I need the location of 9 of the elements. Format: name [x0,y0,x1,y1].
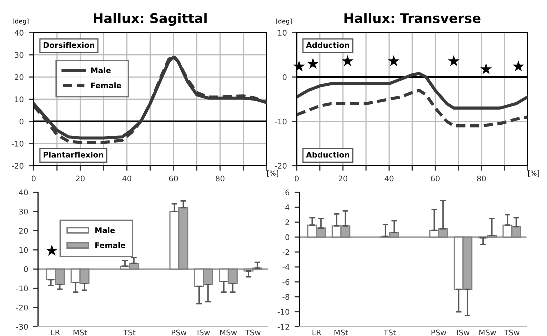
annotation: ★ [46,244,58,256]
annotation: ★ [342,55,354,66]
annotation: ★ [512,60,524,72]
annotation: ★ [388,55,400,66]
annotation: ★ [480,63,492,74]
chart-title: Hallux: Sagittal [94,13,207,26]
annotation: ★ [448,55,460,66]
chart-title: Hallux: Transverse [344,13,481,24]
annotation: ★ [307,58,320,70]
